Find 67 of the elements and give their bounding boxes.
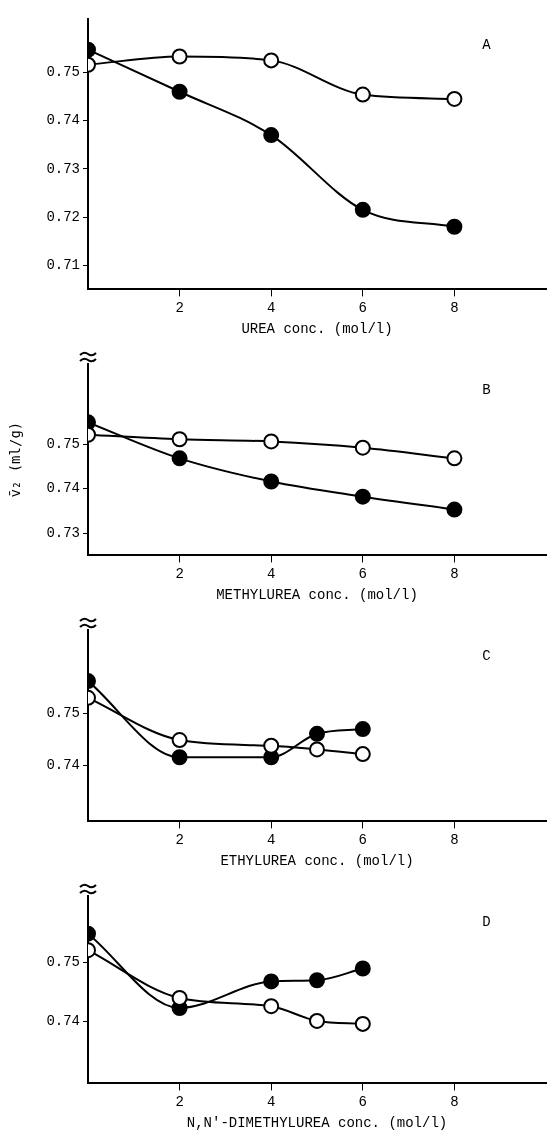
- point: [263, 433, 280, 450]
- point: [171, 732, 188, 749]
- point: [171, 48, 188, 65]
- point: [263, 998, 280, 1015]
- annotation: D: [482, 914, 491, 930]
- x-tick-label: 6: [358, 565, 367, 582]
- x-tick-label: 2: [175, 1093, 184, 1110]
- point: [263, 52, 280, 69]
- x-axis-title: ETHYLUREA conc. (mol/l): [220, 853, 414, 870]
- x-axis-title: UREA conc. (mol/l): [241, 321, 393, 338]
- x-tick-label: 8: [450, 299, 459, 316]
- point: [446, 501, 463, 518]
- annotation: B: [482, 382, 491, 398]
- y-tick-label: 0.74: [46, 1013, 80, 1030]
- x-axis-title: METHYLUREA conc. (mol/l): [216, 587, 418, 604]
- y-tick-label: 0.74: [46, 112, 80, 129]
- y-tick-label: 0.73: [46, 524, 80, 541]
- x-axis-title: N,N'-DIMETHYLUREA conc. (mol/l): [186, 1115, 448, 1132]
- point: [354, 201, 371, 218]
- point: [354, 1015, 371, 1032]
- y-tick-label: 0.75: [46, 954, 80, 971]
- point: [354, 488, 371, 505]
- y-tick-label: 0.71: [46, 257, 80, 273]
- y-tick-label: 0.75: [46, 64, 80, 81]
- point: [309, 725, 325, 742]
- point: [171, 431, 188, 448]
- point: [263, 473, 280, 490]
- y-tick-label: 0.74: [46, 480, 80, 497]
- point: [354, 960, 371, 977]
- x-tick-label: 6: [358, 831, 367, 848]
- x-tick-label: 4: [267, 299, 276, 316]
- x-tick-label: 4: [267, 565, 276, 582]
- x-tick-label: 8: [450, 565, 459, 582]
- point: [354, 721, 371, 738]
- y-tick-label: 0.75: [46, 435, 80, 452]
- y-tick-label: 0.75: [46, 705, 80, 722]
- point: [446, 450, 463, 467]
- point: [354, 86, 371, 103]
- x-tick-label: 4: [267, 1093, 276, 1110]
- y-axis-title: v̄₂ (ml/g): [7, 421, 24, 498]
- point: [354, 746, 371, 763]
- point: [263, 973, 280, 990]
- point: [309, 741, 325, 758]
- annotation: A: [482, 37, 492, 54]
- point: [263, 127, 280, 144]
- x-tick-label: 6: [358, 299, 367, 316]
- x-tick-label: 2: [175, 299, 184, 316]
- point: [309, 1012, 325, 1029]
- point: [446, 90, 463, 107]
- y-tick-label: 0.72: [46, 208, 80, 225]
- x-tick-label: 8: [450, 831, 459, 848]
- point: [354, 439, 371, 456]
- x-tick-label: 2: [175, 831, 184, 848]
- x-tick-label: 6: [358, 1093, 367, 1110]
- y-tick-label: 0.73: [46, 160, 80, 177]
- point: [263, 737, 280, 754]
- x-tick-label: 4: [267, 831, 276, 848]
- point: [446, 218, 463, 235]
- y-tick-label: 0.74: [46, 757, 80, 774]
- point: [171, 450, 188, 467]
- point: [171, 989, 188, 1006]
- point: [171, 83, 188, 100]
- point: [309, 972, 325, 989]
- x-tick-label: 2: [175, 565, 184, 582]
- point: [171, 749, 188, 766]
- x-tick-label: 8: [450, 1093, 459, 1110]
- annotation: C: [482, 648, 491, 664]
